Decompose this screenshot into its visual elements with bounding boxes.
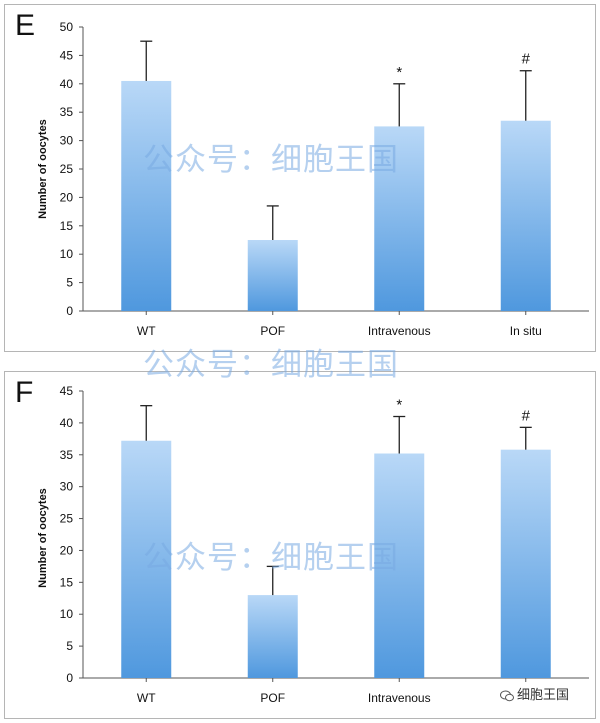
bar-chart-f: 0 5 10 15 20 25 30 35 40 45 WT POF * Intravenous #: [60, 384, 589, 705]
y-tick-label: 10: [60, 607, 74, 621]
y-tick-label: 0: [66, 304, 73, 318]
y-tick-label: 10: [60, 247, 74, 261]
bar-intravenous: [374, 453, 425, 678]
wechat-logo-icon: [500, 690, 514, 701]
y-tick-label: 50: [60, 20, 74, 34]
y-tick-label: 20: [60, 190, 74, 204]
bar-in-situ: [500, 120, 551, 311]
y-tick-label: 40: [60, 416, 74, 430]
y-tick-label: 45: [60, 384, 74, 398]
panel-letter: E: [15, 9, 36, 42]
panel-letter: F: [15, 376, 34, 409]
chart-panel-f: F Number of oocytes 0 5 10 15 20 25 30 35 40 45 WT…: [4, 371, 596, 719]
y-tick-label: 35: [60, 105, 74, 119]
y-tick-label: 15: [60, 219, 74, 233]
chart-panel-e: E Number of oocytes 0 5 10 15 20 25 30 35 40 45 50…: [4, 4, 596, 352]
significance-mark: *: [396, 397, 402, 414]
y-tick-label: 0: [66, 671, 73, 685]
y-tick-label: 25: [60, 162, 74, 176]
x-tick-label: POF: [260, 324, 285, 338]
significance-mark: #: [522, 407, 531, 424]
y-tick-label: 40: [60, 77, 74, 91]
significance-mark: *: [396, 64, 402, 81]
y-tick-label: 30: [60, 134, 74, 148]
x-tick-label: Intravenous: [368, 691, 431, 705]
x-tick-label: POF: [260, 691, 285, 705]
y-tick-label: 30: [60, 480, 74, 494]
x-tick-label: WT: [137, 324, 156, 338]
y-tick-label: 5: [66, 276, 73, 290]
y-tick-label: 5: [66, 639, 73, 653]
bar-intravenous: [374, 126, 425, 312]
bar-wt: [121, 80, 172, 312]
bar-pof: [247, 595, 298, 678]
y-tick-label: 15: [60, 575, 74, 589]
x-tick-label: WT: [137, 691, 156, 705]
y-tick-label: 25: [60, 512, 74, 526]
corner-watermark: 细胞王国: [500, 684, 569, 703]
x-tick-label: Intravenous: [368, 324, 431, 338]
bar-series: [500, 449, 551, 678]
bar-wt: [121, 440, 172, 678]
y-tick-label: 35: [60, 448, 74, 462]
x-tick-label: In situ: [510, 324, 542, 338]
y-tick-label: 45: [60, 48, 74, 62]
significance-mark: #: [522, 51, 531, 68]
corner-watermark-text: 细胞王国: [517, 688, 570, 703]
bar-chart-e: 0 5 10 15 20 25 30 35 40 45 50 WT POF * Intravenous # In…: [60, 20, 589, 338]
bar-pof: [247, 240, 298, 311]
y-tick-label: 20: [60, 543, 74, 557]
